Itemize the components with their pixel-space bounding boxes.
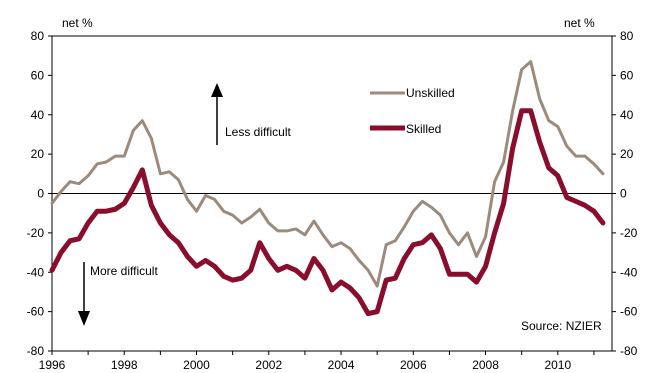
left-y-tick-label: -60	[27, 305, 45, 319]
legend-label-unskilled: Unskilled	[406, 86, 455, 100]
more-difficult-label: More difficult	[90, 264, 158, 278]
left-y-tick-label: 20	[31, 147, 45, 161]
right-y-tick-label: 80	[620, 29, 634, 43]
left-y-tick-label: 60	[31, 68, 45, 82]
left-y-tick-label: 0	[37, 187, 44, 201]
right-y-tick-label: 60	[620, 68, 634, 82]
source-note: Source: NZIER	[521, 319, 602, 333]
x-tick-label: 2006	[400, 358, 427, 372]
right-y-tick-label: -20	[620, 226, 638, 240]
right-y-axis: -80 -60 -40 -20 0 20 40 60 80	[612, 29, 638, 358]
x-tick-label: 2002	[255, 358, 282, 372]
left-y-tick-label: -20	[27, 226, 45, 240]
right-y-tick-label: 40	[620, 108, 634, 122]
plot-frame	[51, 35, 613, 352]
left-axis-unit-label: net %	[62, 16, 93, 30]
right-y-tick-label: 20	[620, 147, 634, 161]
left-y-tick-label: -40	[27, 265, 45, 279]
up-arrow-icon	[211, 83, 223, 145]
legend: Unskilled Skilled	[370, 86, 455, 136]
x-tick-label: 1998	[111, 358, 138, 372]
x-tick-label: 1996	[39, 358, 66, 372]
series-line-unskilled	[50, 60, 605, 288]
right-y-tick-label: 0	[620, 187, 627, 201]
right-y-tick-label: -40	[620, 265, 638, 279]
x-axis: 1996 1998 2000 2002 2004 2006 2008 2010	[39, 351, 595, 372]
left-y-tick-label: -80	[27, 344, 45, 358]
right-axis-unit-label: net %	[564, 16, 595, 30]
right-y-tick-label: -80	[620, 344, 638, 358]
less-difficult-label: Less difficult	[225, 125, 291, 139]
series-layer	[49, 60, 606, 317]
left-y-tick-label: 40	[31, 108, 45, 122]
down-arrow-icon	[78, 262, 90, 326]
right-y-tick-label: -60	[620, 305, 638, 319]
x-tick-label: 2010	[544, 358, 571, 372]
series-line-skilled	[49, 108, 606, 317]
x-tick-label: 2004	[328, 358, 355, 372]
x-tick-label: 2008	[472, 358, 499, 372]
left-y-tick-label: 80	[31, 29, 45, 43]
left-y-axis: -80 -60 -40 -20 0 20 40 60 80	[27, 29, 52, 358]
x-tick-label: 2000	[183, 358, 210, 372]
legend-label-skilled: Skilled	[406, 122, 441, 136]
